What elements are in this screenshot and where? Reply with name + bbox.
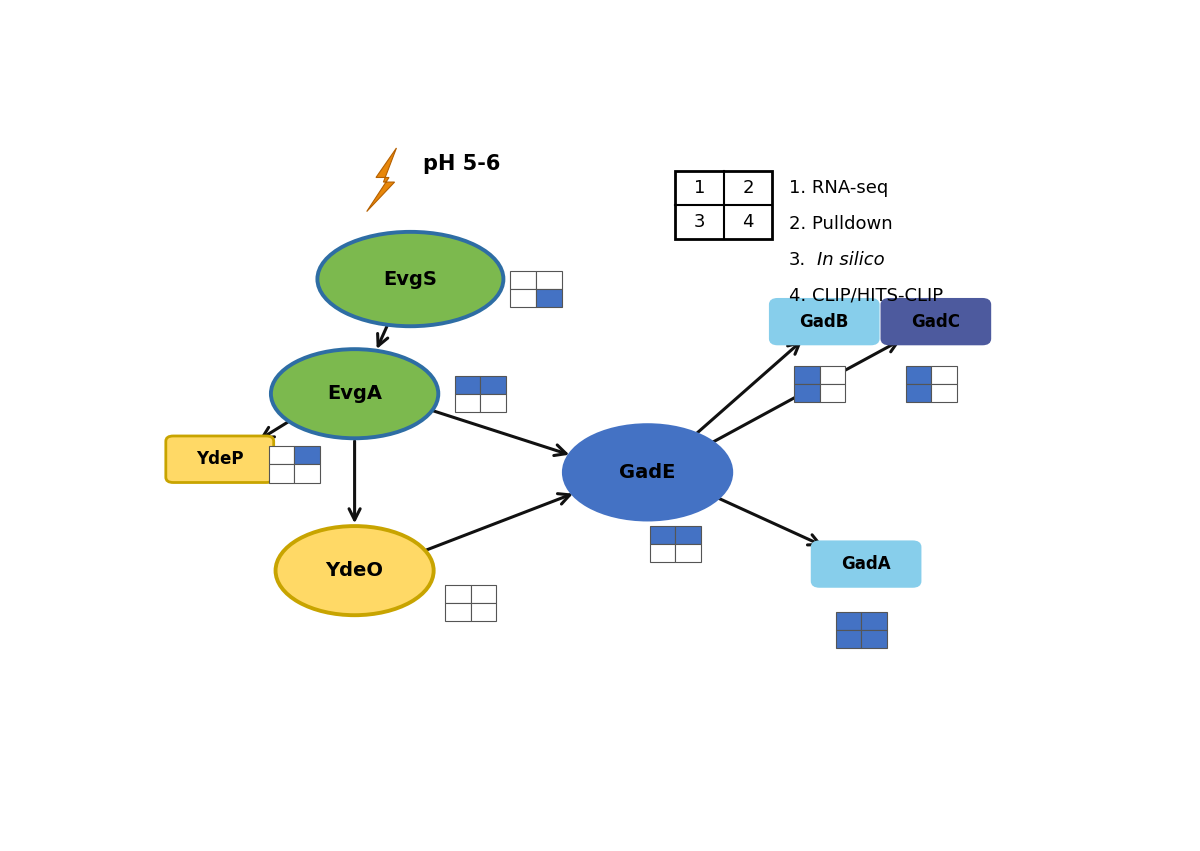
Bar [931,366,956,384]
FancyBboxPatch shape [882,300,990,344]
Bar [445,603,470,621]
FancyBboxPatch shape [812,542,920,586]
Bar [676,545,701,563]
Bar [862,630,887,648]
Bar [269,465,294,483]
Bar [676,171,772,239]
Text: EvgS: EvgS [384,270,437,288]
Bar [650,545,676,563]
Text: YdeP: YdeP [196,450,244,468]
Ellipse shape [564,426,731,519]
Bar [536,271,562,288]
Text: 1: 1 [694,179,706,197]
Bar [294,447,319,465]
Bar [931,384,956,402]
Bar [820,384,845,402]
Bar [650,527,676,545]
Text: 3.: 3. [788,250,806,269]
Bar [862,612,887,630]
Text: 1. RNA-seq: 1. RNA-seq [788,179,888,197]
Text: YdeO: YdeO [325,561,384,580]
Ellipse shape [271,349,438,438]
Bar [820,366,845,384]
Bar [536,288,562,307]
Text: GadB: GadB [799,312,848,331]
Text: EvgA: EvgA [328,384,382,403]
FancyBboxPatch shape [770,300,878,344]
Bar [480,394,505,412]
Bar [269,447,294,465]
Text: pH 5-6: pH 5-6 [422,154,500,174]
Text: GadC: GadC [911,312,960,331]
Bar [794,384,820,402]
Bar [445,585,470,603]
Ellipse shape [318,231,504,326]
Bar [676,527,701,545]
Text: GadA: GadA [841,555,890,573]
Bar [794,366,820,384]
Text: 4: 4 [743,213,754,231]
Bar [294,465,319,483]
Polygon shape [367,148,396,212]
Text: 2. Pulldown: 2. Pulldown [788,214,893,232]
Bar [836,612,862,630]
Bar [510,288,536,307]
Text: 3: 3 [694,213,706,231]
Bar [836,630,862,648]
Text: In silico: In silico [817,250,884,269]
Bar [906,384,931,402]
Bar [470,585,497,603]
Ellipse shape [276,526,433,615]
Text: 2: 2 [743,179,754,197]
Bar [906,366,931,384]
Text: GadE: GadE [619,463,676,482]
Bar [480,375,505,394]
Bar [455,375,480,394]
Bar [470,603,497,621]
FancyBboxPatch shape [166,436,274,483]
Bar [455,394,480,412]
Text: 4. CLIP/HITS-CLIP: 4. CLIP/HITS-CLIP [788,286,943,305]
Bar [510,271,536,288]
